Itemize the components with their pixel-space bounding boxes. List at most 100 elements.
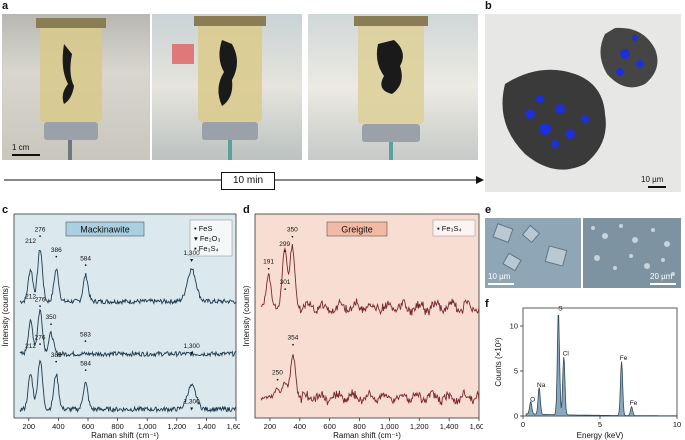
- plot-area: [522, 307, 678, 417]
- vial-illustration: [36, 18, 106, 160]
- panel-c-label: c: [2, 204, 9, 216]
- x-tick-label: 1,200: [410, 422, 429, 431]
- y-tick-label: 0: [514, 412, 518, 421]
- microscopy-image-b: [485, 14, 681, 192]
- x-axis-label: Raman shift (cm⁻¹): [91, 431, 159, 440]
- scale-bar-e-right: [650, 283, 676, 285]
- scale-bar-a-label: 1 cm: [12, 143, 30, 152]
- scale-bar-e-left-label: 10 µm: [488, 272, 511, 281]
- vial-illustration-3: [354, 16, 428, 160]
- panel-b-label: b: [485, 0, 492, 12]
- x-tick-label: 0: [521, 420, 525, 429]
- peak-label: 301: [280, 279, 291, 286]
- peak-marker: ▾: [190, 351, 193, 357]
- chart-c-raman-mackinawite: Mackinawite • FeS▾ Fe₂O₃▪ Fe₃S₄212276•386…: [1, 213, 240, 440]
- x-tick-label: 800: [111, 422, 124, 431]
- spectrum-line: [19, 308, 237, 358]
- x-tick-label: 600: [323, 422, 336, 431]
- peak-marker: •: [39, 342, 41, 348]
- x-tick-label: 1,600: [470, 422, 483, 431]
- legend-entry: ▾ Fe₂O₃: [194, 234, 220, 243]
- chart-title-box: [65, 221, 145, 237]
- peak-label: 583: [80, 331, 91, 338]
- element-label: Na: [537, 382, 546, 389]
- element-label: Cl: [563, 351, 570, 358]
- peak-label: 1,300: [183, 398, 200, 405]
- y-axis-label: Intensity (counts): [242, 285, 251, 346]
- peak-marker: ▪: [284, 287, 286, 293]
- x-tick-label: 200: [23, 422, 36, 431]
- peak-marker: ▾: [190, 258, 193, 264]
- x-tick-label: 1,000: [138, 422, 157, 431]
- peak-label: 212: [25, 238, 36, 245]
- peak-marker: •: [85, 369, 87, 375]
- panel-a-label: a: [2, 0, 9, 12]
- vial-photo-3: [308, 14, 478, 160]
- chart-d-raman-greigite: Greigite ▪ Fe₃S₄350▪299▪191▪301▪354▪250▪2…: [242, 213, 483, 440]
- x-tick-label: 400: [294, 422, 307, 431]
- peak-marker: •: [55, 360, 57, 366]
- x-tick-label: 1,200: [167, 422, 186, 431]
- peak-label: 299: [279, 241, 290, 248]
- microscopy-image-e-right: [583, 218, 681, 288]
- legend-box: [189, 219, 233, 257]
- peak-label: 212: [25, 294, 36, 301]
- panel-e-label: e: [485, 204, 492, 216]
- peak-marker: ▪: [50, 322, 52, 328]
- peak-label: 386: [51, 247, 62, 254]
- element-label: S: [558, 306, 563, 313]
- particle-illustration: [502, 27, 658, 170]
- chart-title: Mackinawite: [80, 225, 130, 235]
- x-tick-label: 400: [52, 422, 65, 431]
- peak-marker: ▪: [276, 377, 278, 383]
- chart-title-box: [326, 221, 388, 237]
- x-tick-label: 5: [598, 420, 602, 429]
- x-tick-label: 200: [264, 422, 277, 431]
- y-tick-label: 5: [514, 367, 518, 376]
- peak-marker: ▪: [284, 249, 286, 255]
- y-tick-label: 10: [510, 322, 518, 331]
- spectrum-line: [19, 249, 237, 306]
- panel-f-label: f: [485, 298, 489, 310]
- scale-bar-b: [648, 186, 666, 188]
- y-axis-label: Intensity (counts): [1, 285, 10, 346]
- peak-label: 385: [51, 352, 62, 359]
- peak-label: 276: [35, 296, 46, 303]
- peak-marker: ▪: [268, 267, 270, 273]
- x-tick-label: 800: [353, 422, 366, 431]
- timeline-label: 10 min: [221, 172, 275, 190]
- peak-marker: ▾: [190, 406, 193, 412]
- chart-f-eds-spectrum: ONa S Cl Fe Fe 0 5 10 0 5 10 Energy (keV) Counts (×1…: [494, 306, 681, 440]
- peak-marker: •: [85, 264, 87, 270]
- panel-d-label: d: [243, 204, 250, 216]
- spectrum-line: [19, 359, 237, 414]
- peak-marker: •: [84, 339, 86, 345]
- peak-label: 350: [287, 226, 298, 233]
- microscopy-image-e-left: [485, 218, 581, 288]
- chart-title: Greigite: [341, 225, 373, 235]
- spectrum-line: [260, 354, 480, 406]
- peak-label: 276: [35, 334, 46, 341]
- peak-marker: •: [39, 234, 41, 240]
- crystal-illustration-right: [591, 224, 675, 276]
- y-axis-label: Counts (×10³): [494, 337, 503, 386]
- x-tick-label: 10: [673, 420, 681, 429]
- x-tick-label: 1,400: [440, 422, 459, 431]
- peak-label: 584: [80, 361, 91, 368]
- peak-marker: ▪: [291, 234, 293, 240]
- peak-label: 350: [46, 314, 57, 321]
- legend-box: [432, 219, 476, 237]
- legend-entry: ▪ Fe₃S₄: [437, 224, 462, 233]
- spectrum-area: [525, 315, 678, 417]
- crystal-illustration-left: [492, 223, 568, 272]
- x-axis-label: Raman shift (cm⁻¹): [333, 431, 401, 440]
- x-tick-label: 1,600: [227, 422, 240, 431]
- vial-illustration-2: [172, 16, 266, 160]
- element-label: Fe: [630, 400, 638, 407]
- x-tick-label: 600: [82, 422, 95, 431]
- scale-bar-b-label: 10 µm: [641, 175, 664, 184]
- peak-label: 1,300: [183, 250, 200, 257]
- scale-bar-e-right-label: 20 µm: [650, 272, 673, 281]
- spectrum-line: [260, 243, 480, 316]
- peak-label: 212: [25, 343, 36, 350]
